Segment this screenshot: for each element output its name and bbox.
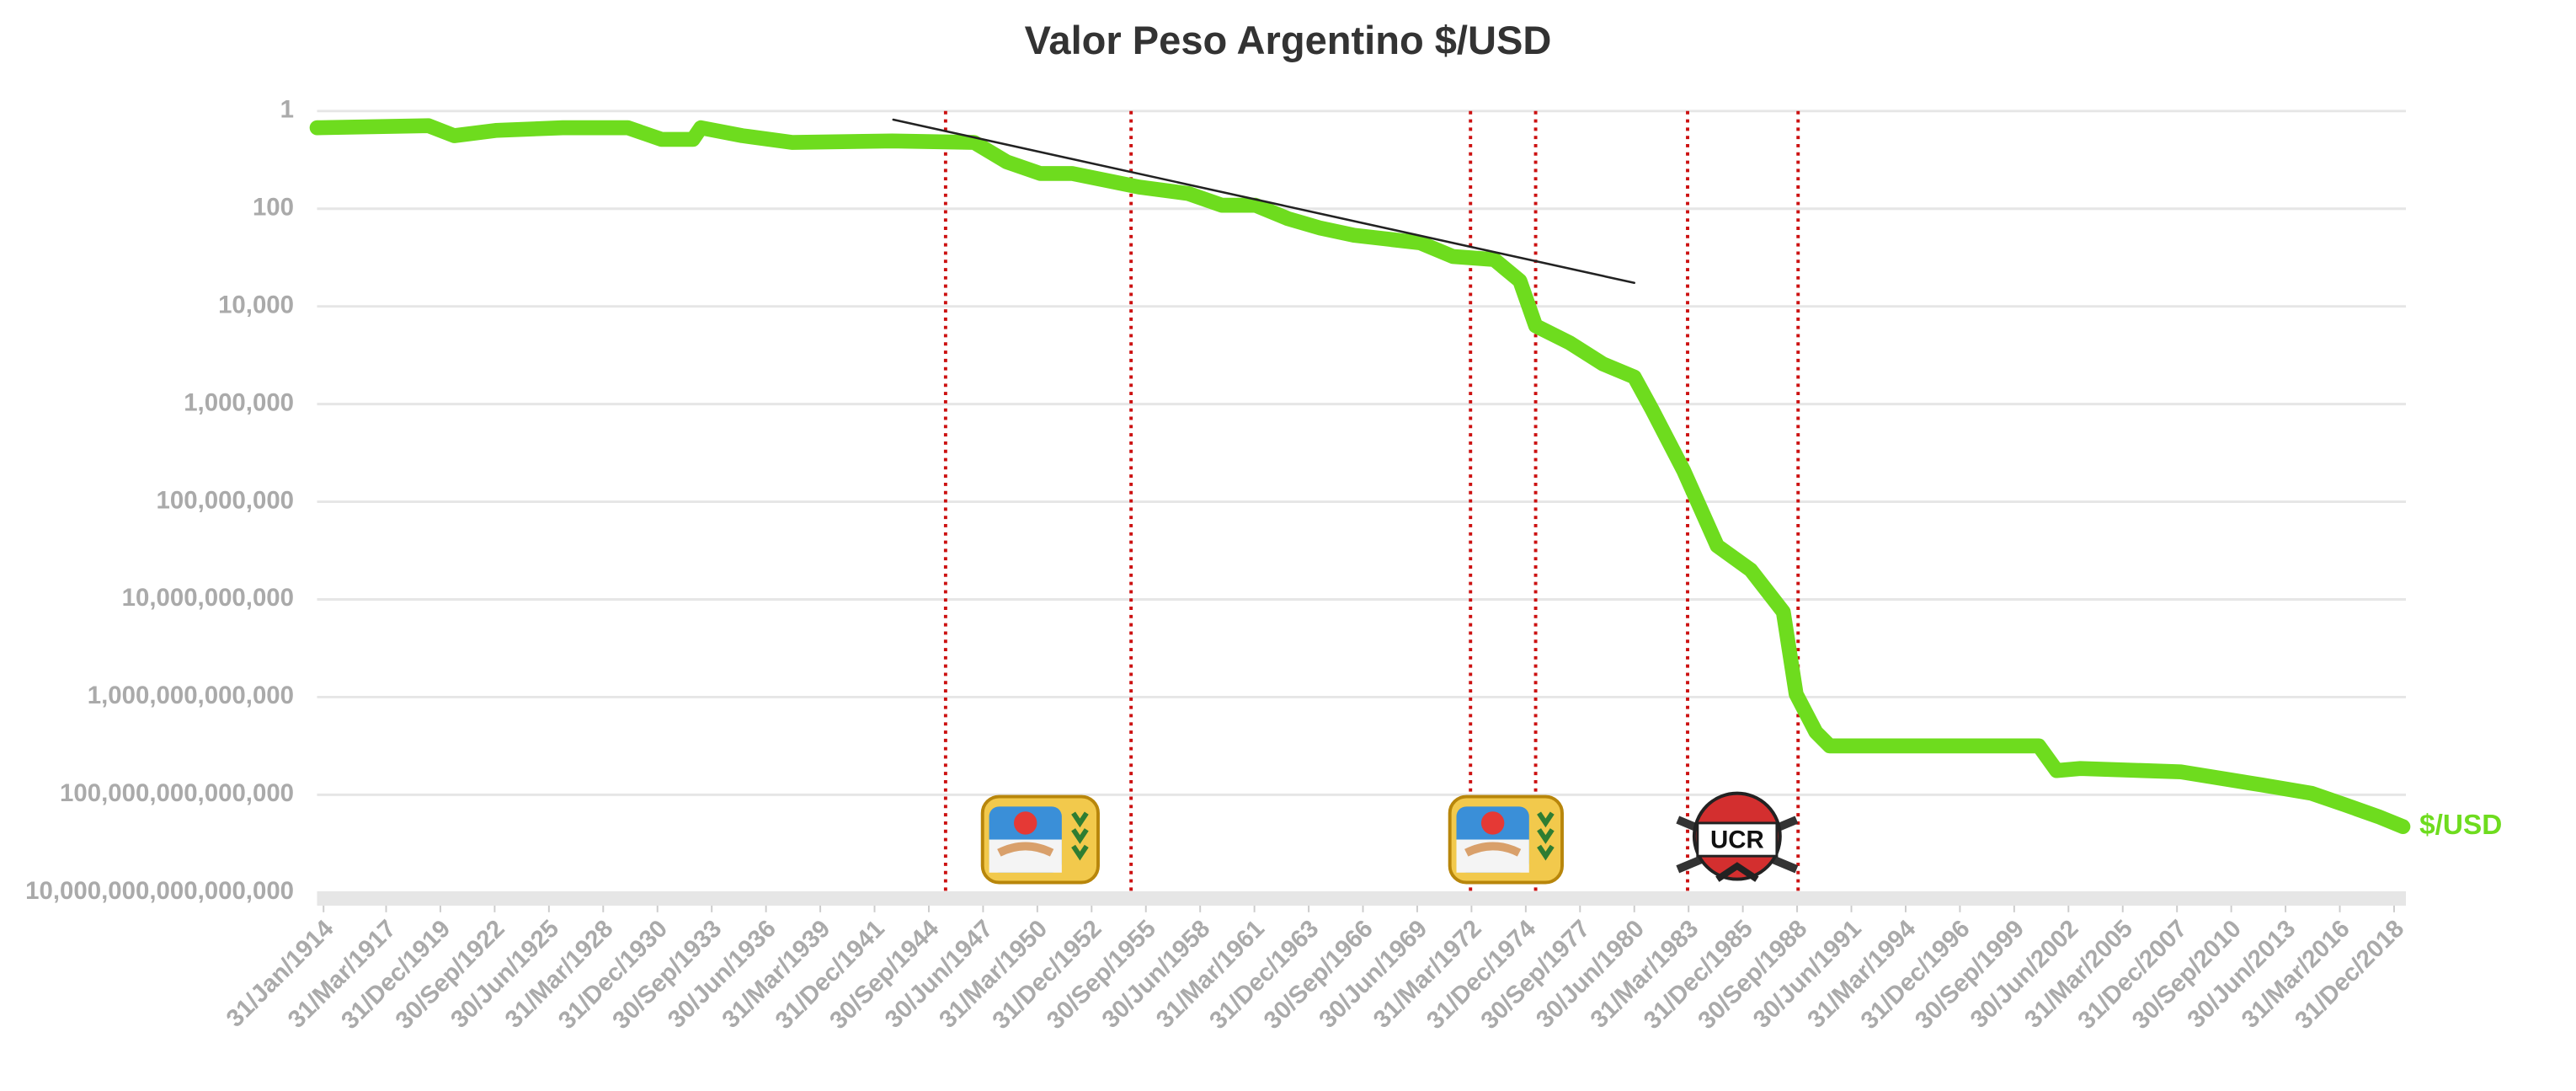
- y-tick-label: 100,000,000,000,000: [60, 779, 294, 807]
- y-tick-label: 10,000: [218, 291, 294, 318]
- y-tick-label: 1,000,000: [184, 388, 294, 416]
- chart-title: Valor Peso Argentino $/USD: [1025, 18, 1552, 62]
- x-axis-band: [317, 892, 2407, 906]
- y-tick-label: 1,000,000,000,000: [88, 682, 294, 709]
- y-tick-label: 10,000,000,000: [122, 584, 294, 612]
- line-series: [309, 118, 2411, 835]
- y-tick-label: 1: [280, 96, 294, 124]
- series-label: $/USD: [2419, 810, 2502, 841]
- y-tick-label: 100,000,000: [157, 486, 295, 514]
- annotation: UCR: [1710, 826, 1764, 853]
- y-tick-label: 100: [253, 193, 294, 221]
- event-lines: [943, 110, 1800, 893]
- ucr-logo: UCR: [1676, 791, 1799, 882]
- peronist-logo: [980, 794, 1100, 885]
- marks: $/USD: [309, 118, 2502, 841]
- trend-line: [892, 118, 1636, 285]
- y-tick-label: 10,000,000,000,000,000: [25, 877, 294, 905]
- peronist-logo: [1448, 794, 1564, 885]
